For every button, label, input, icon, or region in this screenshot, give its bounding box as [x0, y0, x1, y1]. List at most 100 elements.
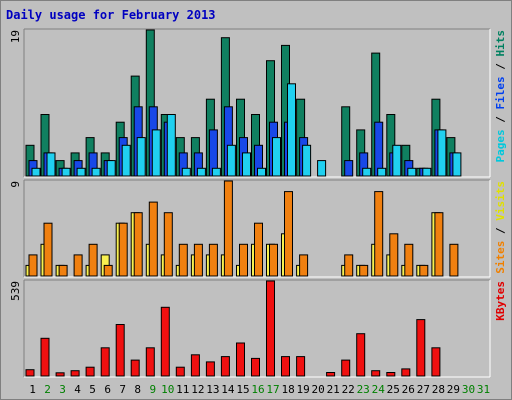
bar-kbytes-15	[236, 342, 245, 377]
bar-kbytes-4	[70, 370, 80, 377]
bar-pages-3	[61, 167, 71, 177]
bar-kbytes-12	[190, 354, 200, 377]
bar-kbytes-6	[100, 347, 110, 377]
bar-kbytes-10	[160, 306, 170, 377]
bar-sites-27	[419, 264, 429, 277]
bar-sites-19	[299, 254, 309, 277]
x-tick-label: 1	[29, 383, 36, 396]
bar-sites-26	[404, 243, 414, 277]
x-tick-label: 2	[44, 383, 51, 396]
bar-kbytes-9	[145, 347, 155, 377]
x-tick-label: 7	[119, 383, 126, 396]
legend-item: Sites	[494, 241, 507, 274]
x-tick-label: 31	[477, 383, 490, 396]
panel-kbytes: 539 KBytes	[9, 279, 507, 378]
x-tick-label: 18	[281, 383, 294, 396]
bar-kbytes-14	[220, 356, 230, 377]
legend-item: KBytes	[494, 281, 507, 321]
bar-sites-15	[239, 243, 248, 277]
bar-sites-23	[359, 264, 369, 277]
legend-item: Files	[494, 76, 507, 109]
bar-sites-2	[43, 222, 53, 277]
bar-kbytes-26	[401, 368, 411, 377]
bar-kbytes-7	[115, 324, 125, 377]
x-tick-label: 12	[191, 383, 204, 396]
panel-hits: 19 Pages / Files / Hits	[9, 28, 507, 178]
bar-kbytes-27	[416, 319, 426, 377]
bar-sites-25	[389, 233, 399, 277]
panel-visits: 9 Sites / Visits	[9, 179, 507, 278]
bar-sites-3	[58, 264, 68, 277]
bar-kbytes-8	[130, 359, 140, 377]
bar-pages-18	[287, 83, 296, 177]
bar-pages-1	[31, 167, 41, 177]
x-tick-label: 8	[134, 383, 141, 396]
bar-kbytes-17	[266, 280, 275, 377]
bar-kbytes-25	[386, 372, 396, 377]
x-tick-label: 17	[266, 383, 279, 396]
bar-sites-12	[193, 243, 203, 277]
x-tick-label: 15	[236, 383, 249, 396]
bar-sites-11	[178, 243, 188, 277]
bar-kbytes-22	[341, 359, 351, 377]
bar-kbytes-23	[356, 333, 366, 377]
x-tick-label: 25	[387, 383, 400, 396]
bar-kbytes-2	[40, 337, 50, 377]
bar-pages-14	[226, 144, 236, 177]
bar-pages-9	[151, 129, 161, 177]
series-sites	[28, 180, 459, 277]
bar-pages-8	[136, 137, 146, 177]
legend-item: Pages	[494, 129, 507, 162]
bar-kbytes-11	[175, 366, 185, 377]
x-tick-label: 29	[447, 383, 460, 396]
bar-pages-19	[302, 144, 312, 177]
bar-sites-13	[208, 243, 218, 277]
x-tick-label: 21	[327, 383, 340, 396]
bar-kbytes-18	[281, 356, 290, 377]
bar-pages-13	[211, 167, 221, 177]
bar-sites-22	[344, 254, 354, 277]
bar-sites-9	[148, 201, 158, 277]
bar-sites-18	[284, 191, 293, 277]
bar-kbytes-21	[326, 372, 336, 377]
chart-title: Daily usage for February 2013	[6, 8, 216, 22]
bar-kbytes-5	[85, 366, 95, 377]
x-tick-label: 23	[357, 383, 370, 396]
bar-pages-2	[46, 152, 56, 177]
bar-files-22	[344, 160, 354, 177]
series-kbytes	[25, 280, 441, 377]
legend-hits: Pages / Files / Hits	[494, 30, 507, 163]
bar-sites-5	[88, 243, 98, 277]
bar-sites-7	[118, 222, 128, 277]
y-max-label-visits: 9	[9, 181, 22, 188]
bar-sites-1	[28, 254, 38, 277]
bar-pages-6	[106, 160, 116, 177]
bar-sites-4	[73, 254, 83, 277]
x-tick-label: 5	[89, 383, 96, 396]
bar-sites-28	[434, 212, 444, 277]
legend-visits: Sites / Visits	[494, 181, 507, 274]
x-tick-label: 14	[221, 383, 235, 396]
bar-pages-15	[242, 152, 251, 177]
x-tick-label: 20	[311, 383, 324, 396]
bar-pages-5	[91, 167, 101, 177]
chart-panels: 19 Pages / Files / Hits 9 Sites / Visits 539…	[9, 28, 507, 378]
bar-sites-17	[269, 243, 278, 277]
x-tick-label: 19	[296, 383, 309, 396]
bar-sites-10	[163, 212, 173, 277]
legend-item: Hits	[494, 30, 507, 57]
x-axis-labels: 1 2 3 4 5 6 7 8 9 10 11 12 13 14 15 16 17 18 19 20 21 22 23 24 2…	[29, 383, 490, 396]
bar-kbytes-24	[371, 370, 381, 377]
x-tick-label: 30	[462, 383, 475, 396]
legend-kbytes: KBytes	[494, 281, 507, 321]
x-tick-label: 9	[149, 383, 156, 396]
bar-pages-4	[76, 167, 86, 177]
bar-kbytes-28	[431, 347, 441, 377]
bar-pages-16	[257, 167, 266, 177]
x-tick-label: 13	[206, 383, 219, 396]
bar-kbytes-16	[251, 357, 260, 377]
bar-sites-16	[254, 222, 263, 277]
bar-pages-24	[377, 167, 387, 177]
bar-pages-11	[181, 167, 191, 177]
